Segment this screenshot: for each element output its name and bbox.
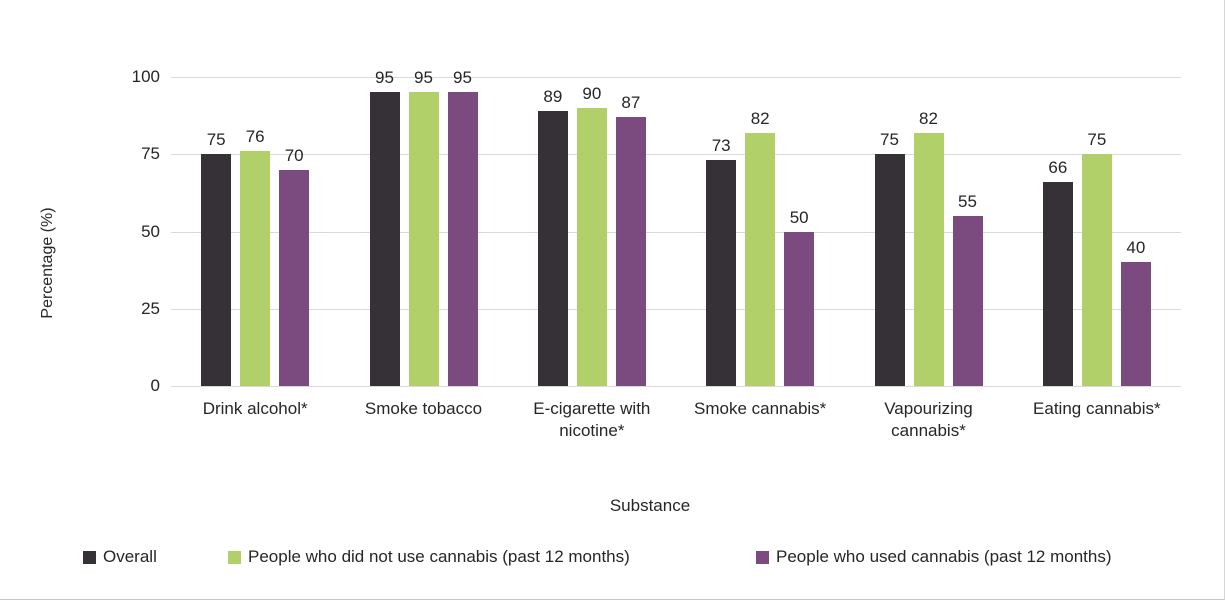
bar	[201, 154, 232, 386]
bar-value-label: 90	[582, 83, 602, 103]
legend-item: People who did not use cannabis (past 12…	[228, 546, 630, 568]
legend-label: Overall	[103, 547, 157, 566]
category-label: E-cigarette with nicotine*	[533, 399, 651, 440]
x-axis-line	[171, 386, 1181, 387]
legend-item: Overall	[83, 546, 157, 568]
legend-label: People who used cannabis (past 12 months…	[776, 547, 1112, 566]
bar-value-label: 55	[958, 192, 977, 212]
category-label: Eating cannabis*	[1033, 399, 1161, 418]
bar	[913, 132, 944, 386]
gridline	[171, 154, 1181, 156]
bar-value-label: 40	[1126, 238, 1146, 258]
bar	[1120, 262, 1151, 386]
category-label: Drink alcohol*	[202, 399, 308, 418]
y-tick-label: 0	[150, 376, 160, 395]
bar	[706, 160, 737, 386]
bar-value-label: 75	[880, 130, 899, 150]
bar-value-label: 50	[789, 207, 809, 227]
bar	[745, 132, 776, 386]
bar	[1042, 182, 1073, 386]
bar	[1081, 154, 1112, 386]
x-axis-title: Substance	[609, 496, 691, 515]
plot-area: 75 76 70 95 95 95 89 90 87 73 82 50 75 82 55 66 75 40	[171, 68, 1181, 387]
y-tick-label: 25	[141, 298, 160, 318]
legend-item: People who used cannabis (past 12 months…	[756, 546, 1111, 568]
bar-value-label: 73	[711, 136, 731, 156]
y-tick-label: 75	[141, 144, 160, 164]
bar	[615, 117, 646, 386]
bar	[784, 231, 815, 386]
category-label: Vapourizing cannabis*	[884, 399, 973, 440]
bar-value-label: 95	[453, 68, 472, 88]
gridline	[171, 231, 1181, 233]
bar	[952, 216, 983, 386]
bar	[874, 154, 905, 386]
gridline	[171, 77, 1181, 78]
legend-label: People who did not use cannabis (past 12…	[248, 547, 630, 566]
bar	[537, 111, 568, 386]
bar-value-label: 95	[414, 68, 433, 88]
bar-value-label: 89	[543, 86, 563, 106]
bar	[240, 151, 271, 386]
bar-value-label: 75	[206, 130, 226, 150]
gridline	[171, 308, 1181, 310]
bar	[369, 92, 400, 386]
bar-value-label: 76	[245, 127, 265, 147]
bar-value-label: 66	[1048, 158, 1068, 178]
bar-value-label: 82	[919, 108, 938, 128]
y-tick-label: 100	[131, 67, 160, 86]
category-label: Smoke cannabis*	[694, 399, 827, 418]
bar-value-label: 87	[621, 93, 641, 113]
legend-swatch	[756, 550, 769, 564]
bar	[279, 169, 310, 386]
y-axis-title: Percentage (%)	[39, 207, 56, 319]
bar-value-label: 70	[284, 145, 304, 165]
legend-swatch	[228, 550, 241, 564]
bar	[408, 92, 439, 386]
category-label: Smoke tobacco	[364, 399, 483, 418]
bar-value-label: 95	[375, 68, 394, 88]
bar	[447, 92, 478, 386]
y-tick-label: 50	[141, 221, 160, 241]
bar-value-label: 82	[750, 108, 770, 128]
legend-swatch	[83, 550, 96, 564]
bar-value-label: 75	[1087, 130, 1107, 150]
bar	[576, 107, 607, 386]
